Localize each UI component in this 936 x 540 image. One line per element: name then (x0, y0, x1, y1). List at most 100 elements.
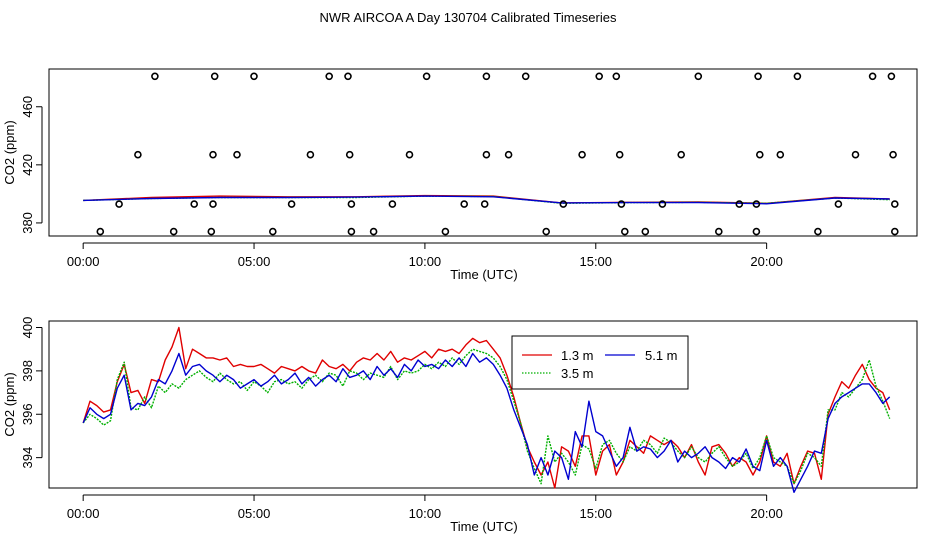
top-x-tick-label: 15:00 (579, 254, 612, 269)
bottom-series-line-3-5-m (82, 348, 891, 485)
calibration-point (287, 200, 296, 208)
top-y-tick-label: 460 (20, 96, 35, 118)
bottom-y-tick-label: 394 (20, 447, 35, 469)
calibration-point (617, 200, 626, 208)
calibration-point (345, 150, 354, 159)
calibration-point (521, 72, 530, 81)
bottom-x-tick-label: 20:00 (750, 506, 783, 521)
calibration-point (620, 227, 629, 236)
top-x-tick-label: 20:00 (750, 254, 783, 269)
calibration-point (504, 150, 513, 159)
bottom-y-axis-title: CO2 (ppm) (2, 372, 17, 436)
top-panel-axes: 00:00 05:00 10:00 15:00 20:00 Time (UTC) 380 42… (2, 96, 783, 282)
legend-label-3-5m: 3.5 m (561, 366, 594, 381)
top-panel: 00:00 05:00 10:00 15:00 20:00 Time (UTC) 380 42… (2, 68, 918, 282)
top-panel-marks (83, 72, 899, 236)
calibration-point (369, 227, 378, 236)
bottom-x-tick-label: 10:00 (409, 506, 442, 521)
bottom-panel-frame (48, 320, 918, 489)
calibration-point (677, 150, 686, 159)
bottom-x-axis-title: Time (UTC) (450, 519, 517, 534)
calibration-point (776, 150, 785, 159)
calibration-point (169, 227, 178, 236)
calibration-point (268, 227, 277, 236)
calibration-point (209, 200, 217, 208)
calibration-point (344, 72, 352, 81)
calibration-point (851, 150, 860, 159)
calibration-point (714, 227, 723, 236)
bottom-panel: 00:00 05:00 10:00 15:00 20:00 Time (UTC) 394 39… (2, 317, 918, 534)
calibration-point (887, 72, 896, 81)
calibration-point (306, 150, 315, 159)
top-x-tick-label: 05:00 (238, 254, 271, 269)
bottom-panel-axes: 00:00 05:00 10:00 15:00 20:00 Time (UTC) 394 39… (2, 317, 783, 534)
calibration-point (834, 200, 843, 208)
calibration-point (595, 72, 604, 81)
top-panel-frame (48, 68, 918, 237)
calibration-point (134, 150, 142, 159)
bottom-x-tick-label: 00:00 (67, 506, 100, 521)
calibration-point (735, 200, 744, 208)
bottom-y-tick-label: 396 (20, 403, 35, 425)
calibration-point (190, 200, 198, 208)
legend-label-5-1m: 5.1 m (645, 348, 678, 363)
top-x-tick-label: 10:00 (409, 254, 442, 269)
bottom-series-line-1-3-m (82, 326, 891, 489)
calibration-point (641, 227, 650, 236)
calibration-point (388, 200, 397, 208)
bottom-series-line-5-1-m (82, 352, 891, 493)
calibration-point (96, 227, 105, 236)
calibration-point (441, 227, 450, 236)
calibration-point (814, 227, 822, 236)
top-x-tick-label: 00:00 (67, 254, 100, 269)
top-x-axis-title: Time (UTC) (450, 267, 517, 282)
calibration-point (480, 200, 489, 208)
bottom-panel-marks (82, 326, 891, 493)
calibration-point (793, 72, 802, 81)
calibration-point (754, 72, 762, 81)
bottom-x-tick-label: 15:00 (579, 506, 612, 521)
calibration-point (422, 72, 431, 81)
calibration-point (890, 227, 899, 236)
top-series-line-5-1-m (83, 195, 890, 205)
calibration-point (347, 200, 356, 208)
bottom-y-tick-label: 398 (20, 360, 35, 382)
calibration-point (752, 200, 761, 208)
calibration-point (694, 72, 703, 81)
bottom-y-tick-label: 400 (20, 317, 35, 339)
legend: 1.3 m 5.1 m 3.5 m (511, 335, 689, 390)
top-y-tick-label: 380 (20, 212, 35, 234)
chart-title: NWR AIRCOA A Day 130704 Calibrated Times… (320, 10, 617, 25)
calibration-point (207, 227, 216, 236)
calibration-point (755, 150, 764, 159)
calibration-point (752, 227, 761, 236)
calibration-point (612, 72, 621, 81)
calibration-point (250, 72, 258, 81)
calibration-point (482, 72, 491, 81)
calibration-point (542, 227, 551, 236)
calibration-point (658, 200, 667, 208)
calibration-point (889, 150, 897, 159)
legend-label-1-3m: 1.3 m (561, 348, 594, 363)
calibration-point (325, 72, 334, 81)
calibration-point (559, 200, 568, 208)
calibration-point (405, 150, 414, 159)
calibration-point (578, 150, 586, 159)
calibration-point (210, 72, 219, 81)
calibration-point (233, 150, 241, 159)
calibration-point (115, 200, 123, 208)
calibration-point (868, 72, 877, 81)
calibration-point (460, 200, 469, 208)
bottom-x-tick-label: 05:00 (238, 506, 271, 521)
calibration-point (151, 72, 159, 81)
calibration-point (347, 227, 356, 236)
calibration-point (482, 150, 491, 159)
legend-box (511, 335, 689, 390)
calibration-point (615, 150, 624, 159)
top-y-axis-title: CO2 (ppm) (2, 120, 17, 184)
top-y-tick-label: 420 (20, 154, 35, 176)
calibration-point (209, 150, 217, 159)
calibration-point (890, 200, 899, 208)
